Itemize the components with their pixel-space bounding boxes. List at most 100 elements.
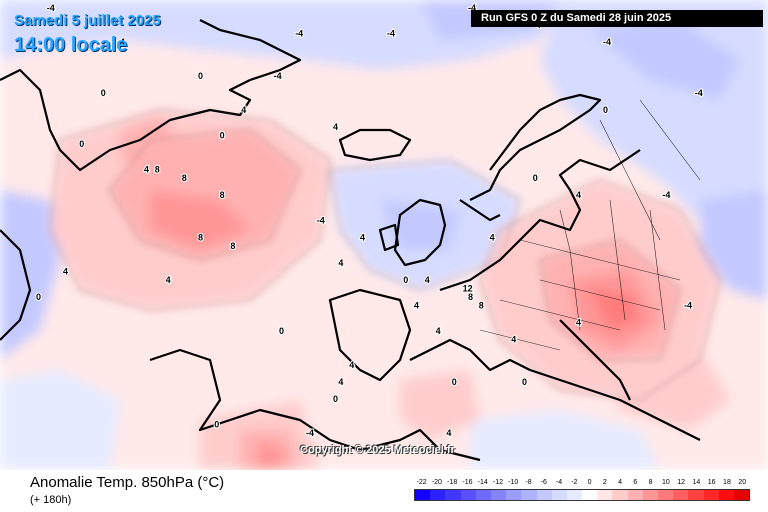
contour-label: 8 [468,292,473,302]
contour-label: 4 [436,326,441,336]
forecast-date: Samedi 5 juillet 2025 [14,12,161,29]
contour-label: 0 [522,377,527,387]
scale-label: 2 [602,479,607,486]
scale-label: 18 [723,479,731,486]
contour-label: 4 [360,233,365,243]
run-info: Run GFS 0 Z du Samedi 28 juin 2025 [471,10,763,27]
contour-label: 4 [63,267,68,277]
italy-coast [559,319,631,401]
scale-label: 20 [738,479,747,486]
scale-swatch [733,490,750,500]
contour-label: 0 [36,292,41,302]
contour-lines [49,109,721,401]
forecast-hours: (+ 180h) [30,494,72,506]
scale-label: 12 [677,479,686,486]
scale-label: 6 [633,479,638,486]
scale-swatch [718,490,734,500]
contour-label: 0 [403,275,408,285]
contour-label: 4 [414,301,419,311]
scale-swatch [536,490,552,500]
contour-label: -4 [387,29,395,39]
contour-label: 4 [576,318,581,328]
scale-label: -22 [416,479,427,486]
borders [479,99,701,351]
scale-swatch [642,490,658,500]
scale-label: -18 [447,479,458,486]
color-scale: -22 -20 -18 -16 -14 -12 -10 -8 -6 -4 -2 0 2 4 6 8 10 12 14… [414,477,750,501]
contour-label: 8 [198,233,203,243]
contour-label: -4 [662,190,670,200]
scale-swatch [415,490,431,500]
scale-labels: -22 -20 -18 -16 -14 -12 -10 -8 -6 -4 -2 0 2 4 6 8 10 12 14… [414,477,750,489]
contour-label: 0 [533,173,538,183]
scale-swatch [582,490,598,500]
contour-label: 4 [490,233,495,243]
copyright: Copyright © 2025 Meteociel.fr [300,444,455,456]
contour-label: 0 [214,420,219,430]
scale-swatch [460,490,476,500]
scale-label: -20 [431,479,442,486]
scale-swatch [703,490,719,500]
uk-coast [393,198,447,267]
ireland-coast [378,223,400,252]
scandinavia-coast [469,93,602,201]
scale-swatch [551,490,567,500]
forecast-time: 14:00 locale [14,34,128,56]
scale-swatch [673,490,689,500]
contour-label: 4 [511,335,516,345]
anomaly-shading [0,0,768,470]
contour-label: 4 [338,377,343,387]
scale-label: -16 [462,479,473,486]
contour-label: 4 [166,275,171,285]
contour-label: 8 [155,165,160,175]
scale-swatch [506,490,522,500]
scale-swatch [688,490,704,500]
iberia-coast [328,288,412,382]
contour-label: 0 [452,377,457,387]
iceland-coast [338,128,412,162]
contour-label: 4 [425,275,430,285]
contour-labels: -4-4-4-4-4-4-4-4000044448888844-40004044… [35,2,704,439]
scale-label: 8 [648,479,653,486]
europe-coast [439,149,641,292]
greenland-coast [0,19,302,172]
scale-label: 10 [661,479,670,486]
scale-label: -8 [525,479,532,486]
contour-label: 4 [349,360,354,370]
scale-swatch [521,490,537,500]
contour-label: 4 [338,258,343,268]
contour-label: 4 [241,105,246,115]
scale-label: -6 [540,479,547,486]
scale-swatch [627,490,643,500]
contour-label: 8 [220,190,225,200]
scale-swatch [430,490,446,500]
contour-label: 0 [101,88,106,98]
newfoundland-coast [0,229,32,341]
contour-label: 0 [220,131,225,141]
contour-label: -4 [47,3,55,13]
contour-label: 0 [198,71,203,81]
scale-label: -14 [477,479,488,486]
contour-label: -4 [603,37,611,47]
coastlines [0,19,701,462]
contour-label: 8 [479,301,484,311]
sea-coast [459,199,501,222]
contour-label: 4 [576,190,581,200]
scale-swatch [566,490,583,500]
scale-bar [414,489,750,501]
scale-label: 14 [692,479,701,486]
scale-label: 0 [587,479,592,486]
contour-label: -4 [295,29,303,39]
contour-label: -4 [274,71,282,81]
contour-label: 4 [333,122,338,132]
scale-label: 4 [618,479,623,486]
contour-label: -4 [695,88,703,98]
contour-label: 0 [79,139,84,149]
contour-label: 12 [463,284,473,294]
contour-label: -4 [306,428,314,438]
scale-swatch [658,490,674,500]
contour-label: -4 [468,3,476,13]
contour-label: -4 [684,301,692,311]
contour-label: 8 [230,241,235,251]
anomaly-map: -4-4-4-4-4-4-4-4000044448888844-40004044… [0,0,768,470]
